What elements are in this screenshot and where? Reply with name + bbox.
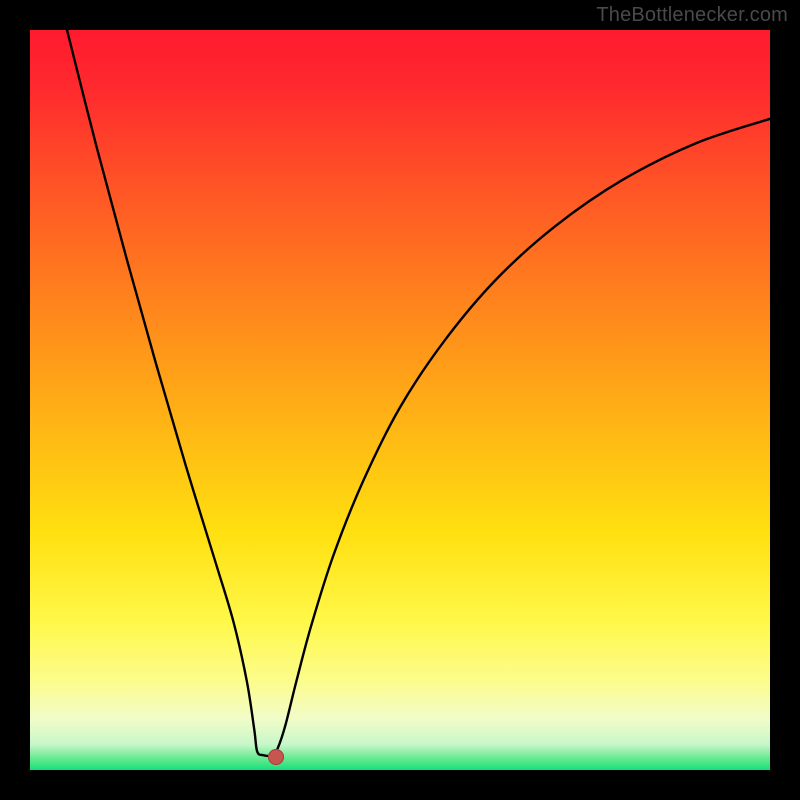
bottleneck-curve (30, 30, 770, 770)
optimal-point-marker (268, 749, 284, 765)
chart-frame: TheBottlenecker.com (0, 0, 800, 800)
plot-area (30, 30, 770, 770)
watermark-text: TheBottlenecker.com (596, 4, 788, 27)
